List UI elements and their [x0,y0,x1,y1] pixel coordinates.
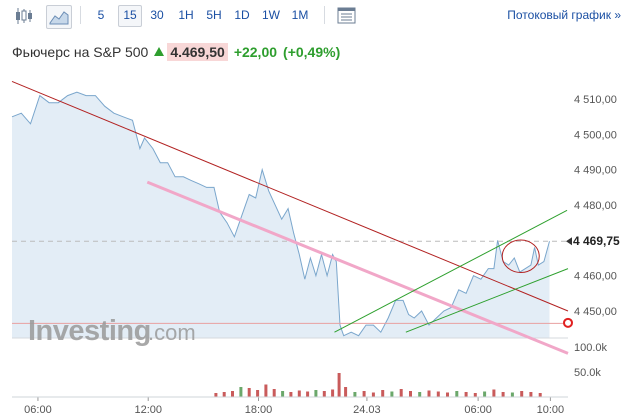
current-value-pointer [566,237,572,246]
volume-bar [371,392,375,397]
y-tick-label: 4 510,00 [574,94,617,106]
volume-bar [297,390,301,397]
volume-bar [520,391,524,397]
price-line [11,91,550,337]
interval-15-button[interactable]: 15 [118,5,142,27]
indicators-svg [337,7,356,24]
last-price: 4.469,50 [167,43,228,61]
volume-tick-label: 50.0k [574,367,601,379]
volume-bar [455,391,459,397]
channel-lower-line[interactable] [405,268,569,333]
volume-bar [256,390,260,397]
volume-tick-label: 100.0k [574,342,608,354]
volume-bar [436,391,440,397]
price-change: +22,00 [233,44,278,60]
interval-1d-button[interactable]: 1D [234,8,250,22]
resistance-trendline[interactable] [11,81,569,312]
y-tick-label: 4 490,00 [574,165,617,177]
interval-1h-button[interactable]: 1H [178,8,194,22]
streaming-chart-link[interactable]: Потоковый график » [507,8,621,22]
volume-bar [418,392,422,397]
candlestick-icon[interactable] [14,6,34,26]
price-area [12,92,550,338]
interval-5h-button[interactable]: 5H [206,8,222,22]
volume-bar [501,392,505,397]
y-tick-label: 4 480,00 [574,200,617,212]
volume-bar [483,391,487,397]
volume-bar [529,392,533,397]
watermark-brand: Investing [28,315,151,347]
volume-bar [399,389,403,397]
interval-1w-button[interactable]: 1W [262,8,280,22]
volume-bar [390,391,394,397]
up-arrow-icon [154,47,165,56]
volume-bar [289,392,293,397]
candlestick-svg [16,8,32,24]
volume-bar [362,391,366,397]
volume-bar [247,388,251,397]
volume-bar [353,392,357,397]
volume-bar [510,392,514,397]
volume-bar [281,391,285,397]
x-tick-label: 06:00 [24,404,52,416]
x-tick-label: 18:00 [245,404,273,416]
x-tick-label: 10:00 [537,404,565,416]
volume-bar [264,384,268,397]
volume-bar [381,390,385,397]
volume-bar [464,392,468,397]
current-value-box [568,232,625,250]
volume-bar [231,391,234,397]
highlight-ellipse[interactable] [501,239,540,273]
indicators-icon[interactable] [336,6,358,26]
volume-bar [314,390,318,397]
volume-bar [222,392,226,397]
volume-bar [239,387,243,397]
volume-bar [337,373,341,397]
support-trendline[interactable] [146,180,569,355]
volume-bar [538,393,542,397]
investing-watermark: Investing .com [28,315,196,347]
x-tick-label: 12:00 [134,404,162,416]
price-change-percent: (+0,49%) [283,44,341,60]
volume-bar [427,390,431,397]
watermark-suffix: .com [148,320,196,345]
volume-bar [492,389,496,397]
volume-bar [322,391,326,397]
volume-bar [214,393,218,397]
interval-30-button[interactable]: 30 [150,8,164,22]
reference-level-marker[interactable] [563,317,573,328]
y-tick-label: 4 500,00 [574,129,617,141]
y-tick-label: 4 450,00 [574,306,617,318]
volume-bar [446,392,449,397]
toolbar-divider [80,6,81,24]
volume-bar [306,391,310,397]
interval-5-button[interactable]: 5 [97,8,105,22]
x-tick-label: 24.03 [353,404,381,416]
instrument-header: Фьючерс на S&P 500 4.469,50 +22,00 (+0,49%) [12,43,341,64]
volume-bars [214,373,542,397]
toolbar: 5 15 30 1H 5H 1D 1W 1M Потоковый график … [0,0,633,34]
current-value-label: 4 469,75 [573,234,620,248]
volume-bar [331,389,335,397]
area-chart-svg [49,11,69,25]
interval-1m-button[interactable]: 1M [291,8,309,22]
channel-upper-line[interactable] [334,209,568,333]
y-tick-label: 4 460,00 [574,271,617,283]
volume-bar [409,391,412,397]
x-tick-label: 06:00 [464,404,492,416]
volume-bar [272,389,276,397]
volume-bar [344,387,348,397]
area-chart-icon[interactable] [46,5,72,29]
instrument-title: Фьючерс на S&P 500 [12,44,149,60]
toolbar-divider [324,6,325,24]
volume-bar [473,393,477,397]
